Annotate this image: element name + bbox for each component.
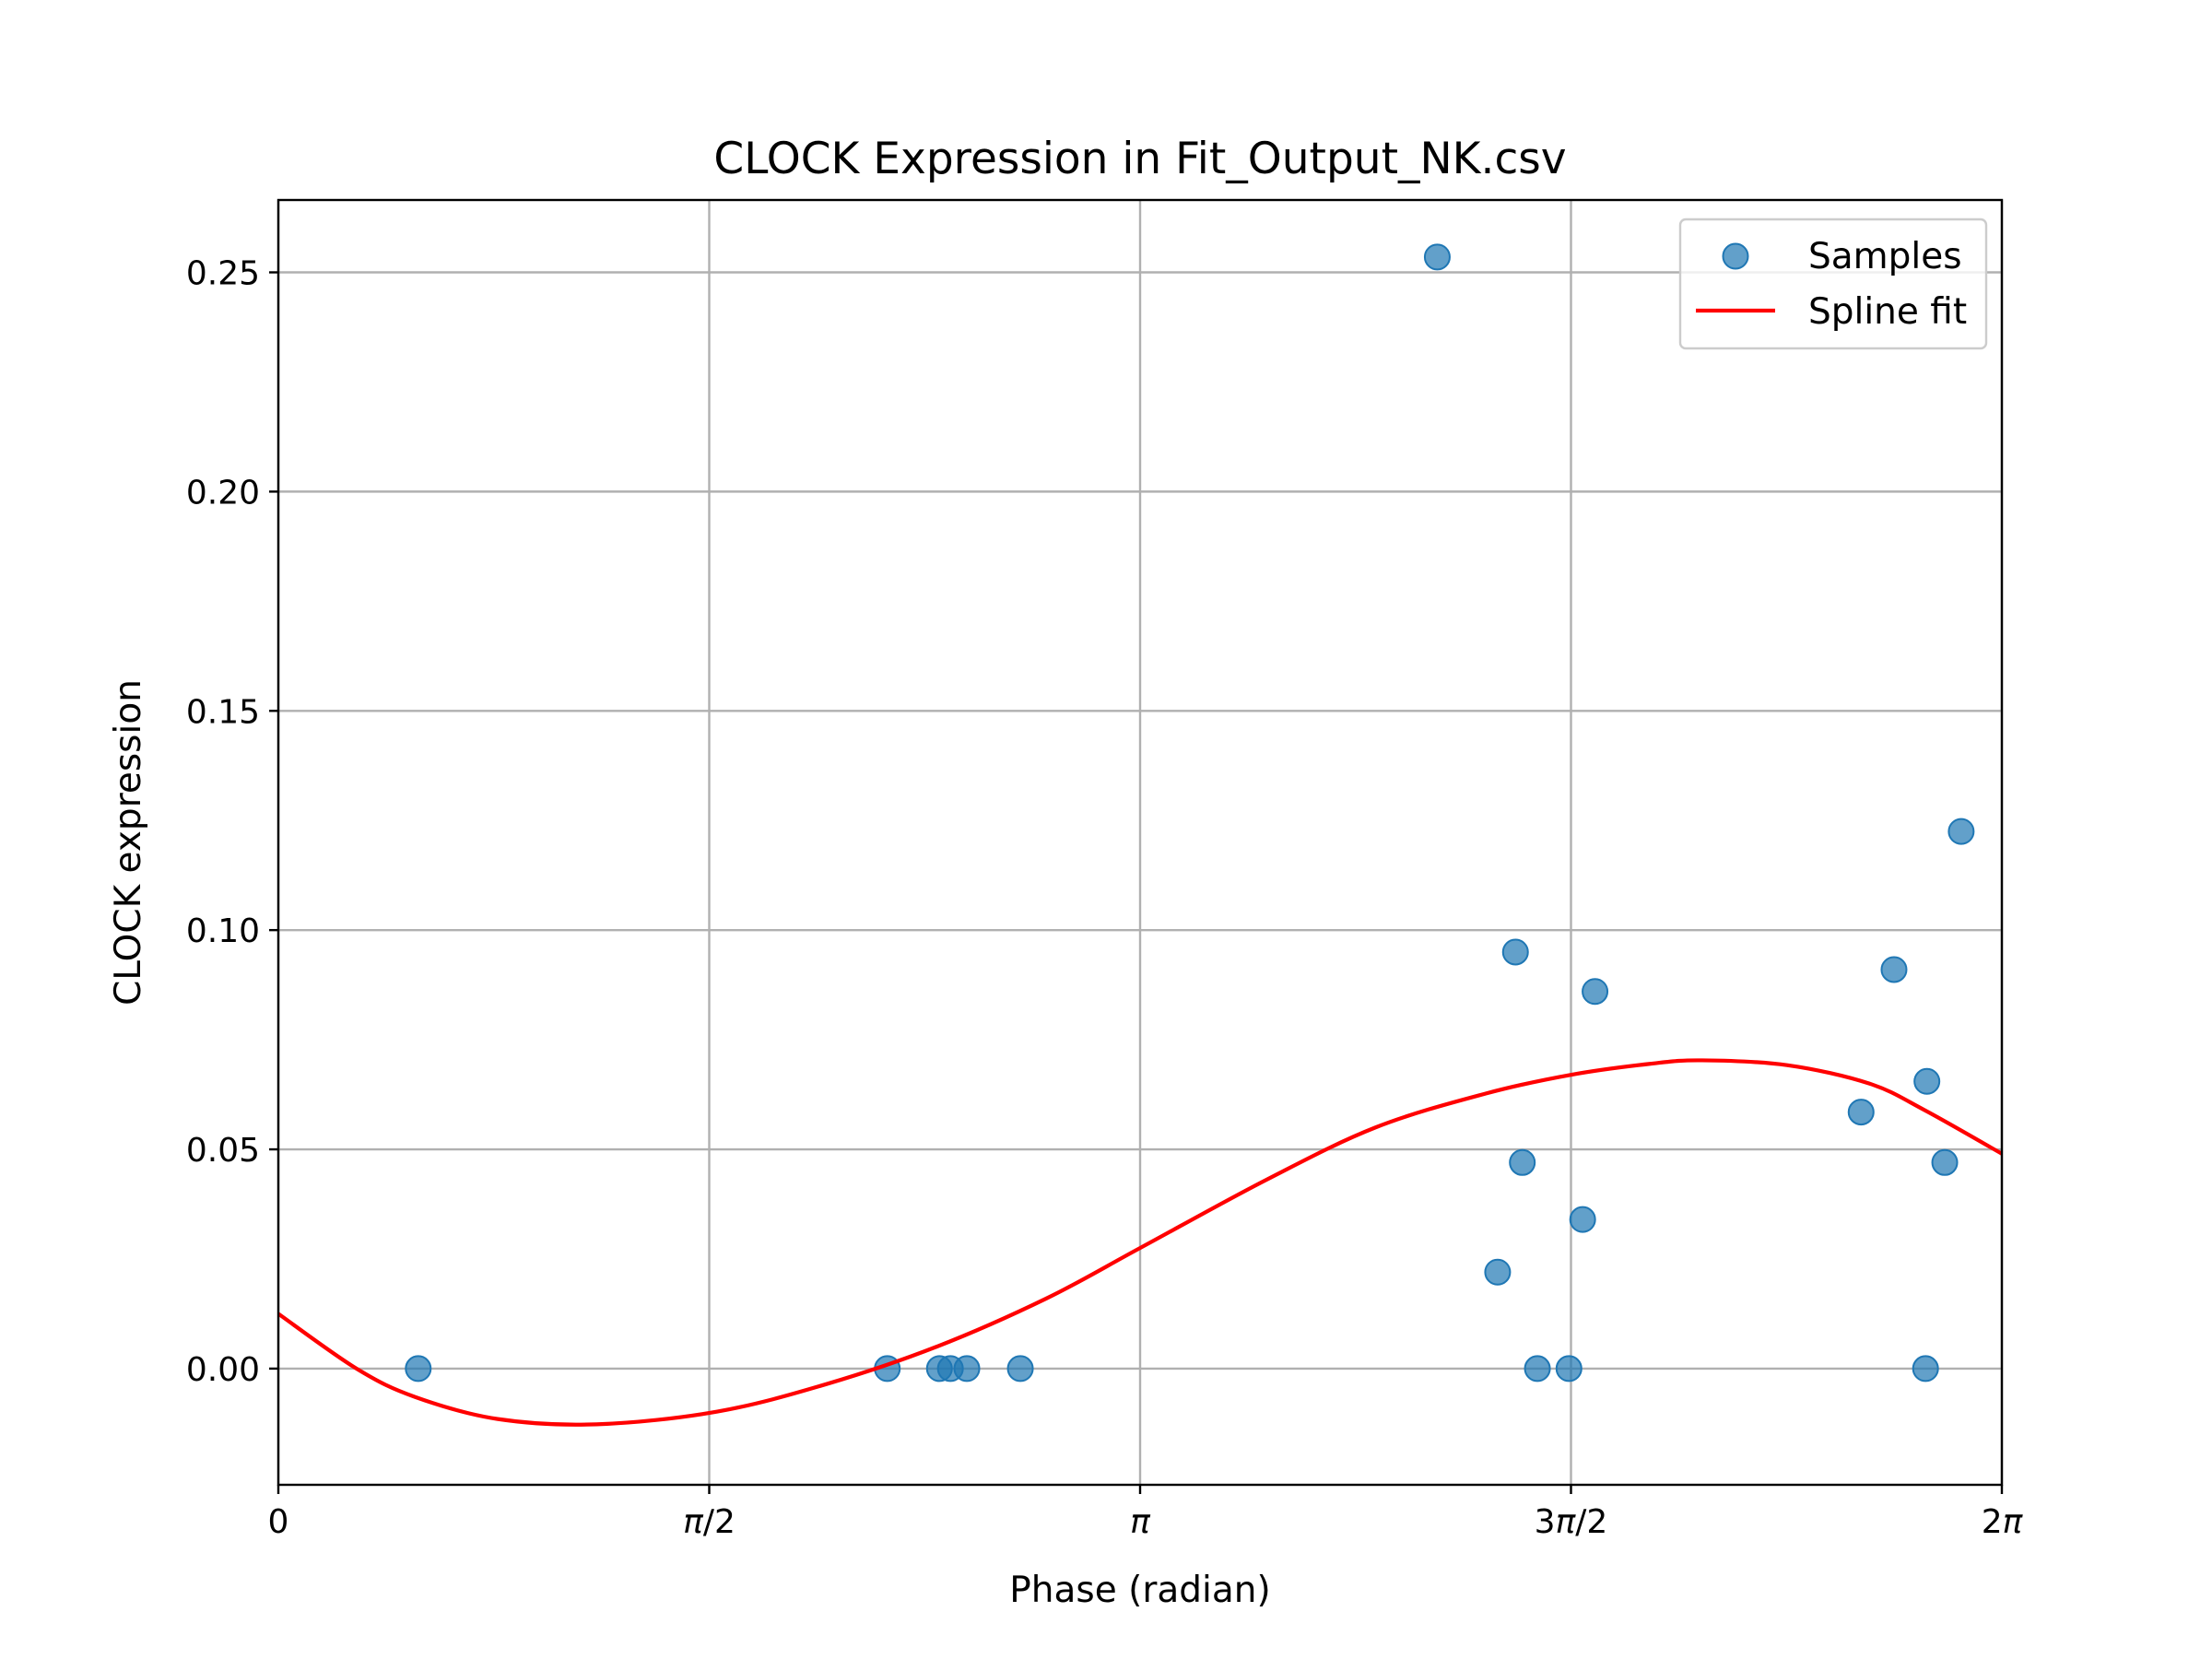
sample-point [1524,1355,1551,1382]
legend-label-spline: Spline fit [1808,291,1967,333]
y-tick-label: 0.20 [186,474,260,512]
y-tick-label: 0.25 [186,255,260,293]
legend-marker-samples [1722,242,1749,270]
y-tick-label: 0.05 [186,1132,260,1170]
legend: Samples Spline fit [1678,218,1988,350]
sample-point [1569,1206,1596,1233]
x-tick-label: 2π [1982,1503,2024,1541]
sample-point [1006,1355,1034,1382]
y-tick-label: 0.10 [186,912,260,950]
plot-content [278,243,2002,1427]
y-axis-label: CLOCK expression [108,679,149,1006]
sample-point [1555,1355,1583,1382]
sample-point [1931,1148,1959,1176]
x-tick-label: 0 [268,1503,289,1541]
sample-point [1912,1355,1939,1382]
x-tick-label: π [1130,1503,1151,1541]
sample-point [1582,978,1609,1006]
sample-point [1509,1148,1536,1176]
legend-box [1678,218,1988,350]
sample-point [1880,956,1908,983]
sample-point [1484,1258,1512,1286]
sample-point [1501,938,1529,966]
ticks: 0 π/2 π 3π/2 2π 0.00 0.05 0.10 0.15 0.20 0.25 [186,255,2024,1541]
sample-point [1947,818,1975,845]
x-axis-label: Phase (radian) [1009,1570,1270,1611]
spline-fit-line [278,1058,2002,1427]
legend-label-samples: Samples [1808,236,1962,277]
sample-point [1913,1067,1941,1095]
sample-point [1423,243,1451,271]
y-tick-label: 0.15 [186,693,260,731]
sample-point [405,1355,432,1382]
x-tick-label: π/2 [683,1503,735,1541]
y-tick-label: 0.00 [186,1351,260,1389]
sample-point [953,1355,981,1382]
chart-title: CLOCK Expression in Fit_Output_NK.csv [713,134,1566,184]
x-tick-label: 3π/2 [1535,1503,1608,1541]
sample-point [1847,1099,1875,1126]
